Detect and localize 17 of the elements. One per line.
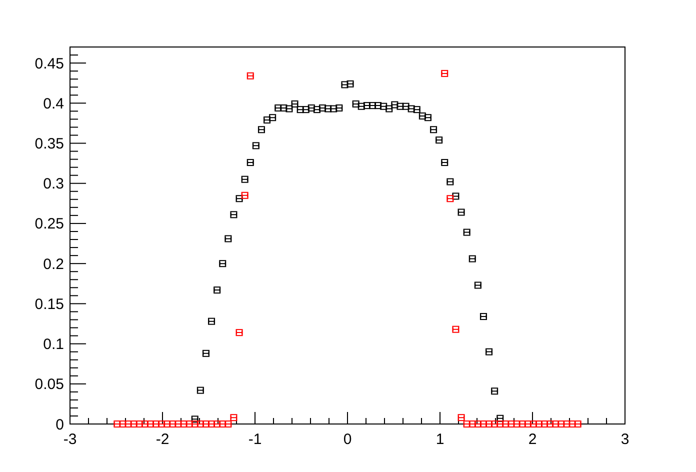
y-tick-label: 0.45 — [34, 55, 64, 72]
y-tick-label: 0.25 — [34, 216, 64, 233]
y-tick-label: 0 — [56, 416, 64, 434]
y-tick-label: 0.05 — [34, 376, 64, 394]
x-tick-label: -1 — [248, 431, 262, 448]
x-tick-label: 0 — [343, 431, 352, 448]
x-tick-label: 3 — [620, 431, 630, 448]
x-tick-label: -3 — [63, 431, 77, 448]
x-tick-label: -2 — [156, 431, 170, 448]
y-tick-label: 0.2 — [43, 256, 64, 273]
y-tick-label: 0.4 — [43, 95, 64, 112]
x-tick-label: 1 — [436, 431, 444, 448]
x-tick-label: 2 — [528, 431, 537, 448]
y-tick-label: 0.1 — [43, 336, 64, 354]
y-tick-label: 0.3 — [43, 176, 64, 193]
y-tick-label: 0.15 — [34, 296, 64, 313]
y-tick-label: 0.35 — [34, 136, 64, 153]
